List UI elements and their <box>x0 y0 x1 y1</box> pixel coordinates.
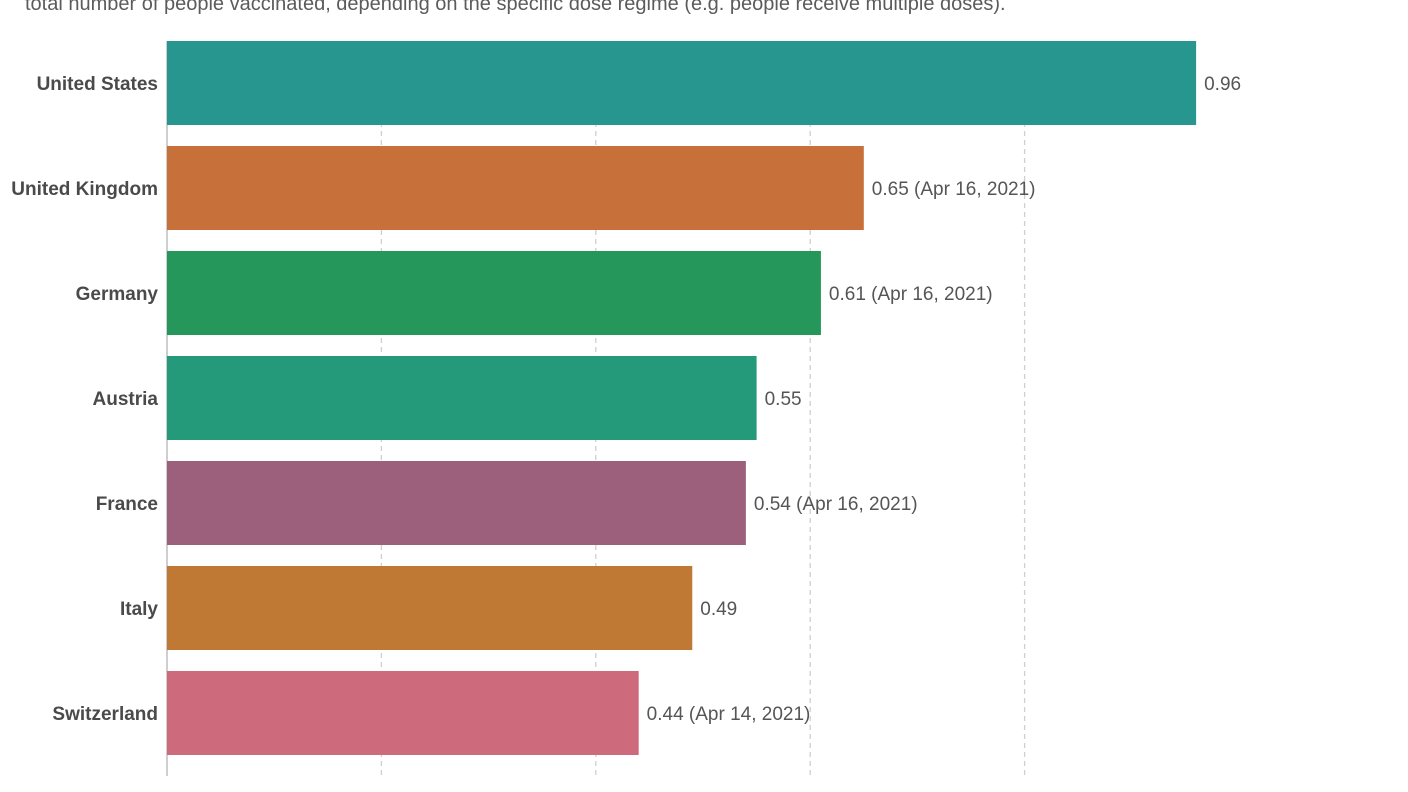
value-label: 0.65 (Apr 16, 2021) <box>872 179 1036 200</box>
category-label: Italy <box>120 599 158 620</box>
labels: United States 0.96 United Kingdom 0.65 (Apr… <box>11 74 1241 725</box>
value-label: 0.61 (Apr 16, 2021) <box>829 284 993 305</box>
bars <box>167 41 1197 755</box>
bar-switzerland <box>167 671 639 755</box>
bar-france <box>167 461 746 545</box>
value-label: 0.55 <box>765 389 802 410</box>
category-label: Switzerland <box>52 704 158 725</box>
bar-austria <box>167 356 757 440</box>
category-label: Austria <box>93 389 159 410</box>
category-label: France <box>96 494 158 515</box>
bar-united-kingdom <box>167 146 864 230</box>
chart-subtitle: total number of people vaccinated, depen… <box>25 0 1006 15</box>
bar-italy <box>167 566 693 650</box>
category-label: Germany <box>76 284 159 305</box>
value-label: 0.44 (Apr 14, 2021) <box>647 704 811 725</box>
bar-united-states <box>167 41 1197 125</box>
value-label: 0.96 <box>1204 74 1241 95</box>
bar-germany <box>167 251 821 335</box>
value-label: 0.54 (Apr 16, 2021) <box>754 494 918 515</box>
category-label: United Kingdom <box>11 179 158 200</box>
category-label: United States <box>37 74 158 95</box>
value-label: 0.49 <box>700 599 737 620</box>
